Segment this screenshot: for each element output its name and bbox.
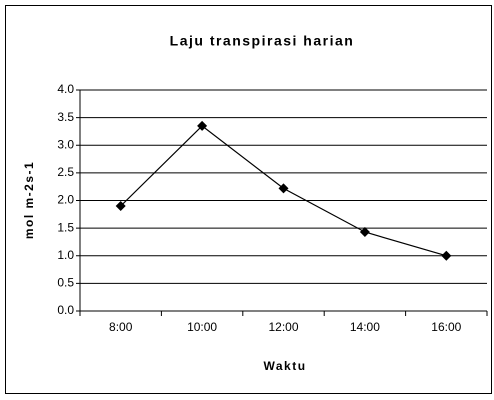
chart-frame xyxy=(5,5,492,394)
y-tick-label: 1.0 xyxy=(57,248,74,262)
data-point xyxy=(441,250,452,261)
x-tick-label: 12:00 xyxy=(268,320,298,334)
y-tick-label: 1.5 xyxy=(57,220,74,234)
y-tick-label: 3.5 xyxy=(57,110,74,124)
x-tick-label: 14:00 xyxy=(350,320,380,334)
y-tick-label: 2.5 xyxy=(57,165,74,179)
y-tick-label: 4.0 xyxy=(57,82,74,96)
y-axis-label: mol m-2s-1 xyxy=(22,161,36,239)
data-point xyxy=(115,201,126,212)
data-point xyxy=(278,183,289,194)
x-tick-label: 16:00 xyxy=(431,320,461,334)
chart-title: Laju transpirasi harian xyxy=(170,33,355,49)
x-axis-label: Waktu xyxy=(263,359,306,373)
data-point xyxy=(359,226,370,237)
data-point xyxy=(197,120,208,131)
x-tick-label: 8:00 xyxy=(109,320,133,334)
y-tick-label: 0.0 xyxy=(57,303,74,317)
x-tick-label: 10:00 xyxy=(187,320,217,334)
y-tick-label: 3.0 xyxy=(57,137,74,151)
y-tick-label: 2.0 xyxy=(57,193,74,207)
y-tick-label: 0.5 xyxy=(57,276,74,290)
